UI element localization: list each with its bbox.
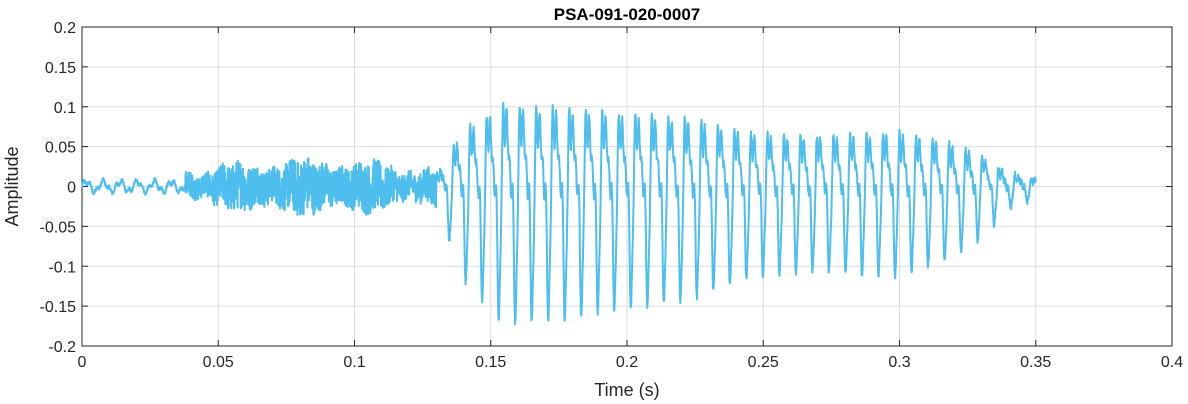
y-tick-label: 0	[67, 180, 76, 197]
y-axis-tick-labels: -0.2 -0.15 -0.1 -0.05 0 0.05 0.1 0.15 0.2	[40, 20, 77, 356]
x-tick-label: 0.25	[748, 354, 779, 371]
x-tick-label: 0.3	[888, 354, 910, 371]
series-line-waveform	[81, 101, 1037, 326]
x-tick-label: 0.35	[1020, 354, 1051, 371]
x-tick-label: 0	[78, 354, 87, 371]
x-axis-tick-labels: 0 0.05 0.1 0.15 0.2 0.25 0.3 0.35 0.4	[78, 354, 1184, 371]
x-tick-label: 0.1	[343, 354, 365, 371]
y-tick-label: 0.05	[45, 140, 76, 157]
y-tick-label: 0.15	[45, 60, 76, 77]
x-tick-label: 0.4	[1161, 354, 1183, 371]
x-tick-label: 0.05	[203, 354, 234, 371]
chart-title: PSA-091-020-0007	[554, 5, 700, 24]
x-tick-label: 0.2	[616, 354, 638, 371]
y-tick-label: 0.2	[54, 20, 76, 37]
x-tick-label: 0.15	[475, 354, 506, 371]
y-tick-label: -0.05	[40, 219, 77, 236]
tick-marks	[81, 26, 1173, 347]
y-tick-label: -0.2	[48, 339, 76, 356]
x-axis-label: Time (s)	[594, 380, 659, 400]
y-axis-label: Amplitude	[2, 146, 22, 226]
y-tick-label: -0.1	[48, 259, 76, 276]
y-tick-label: 0.1	[54, 100, 76, 117]
y-tick-label: -0.15	[40, 299, 77, 316]
